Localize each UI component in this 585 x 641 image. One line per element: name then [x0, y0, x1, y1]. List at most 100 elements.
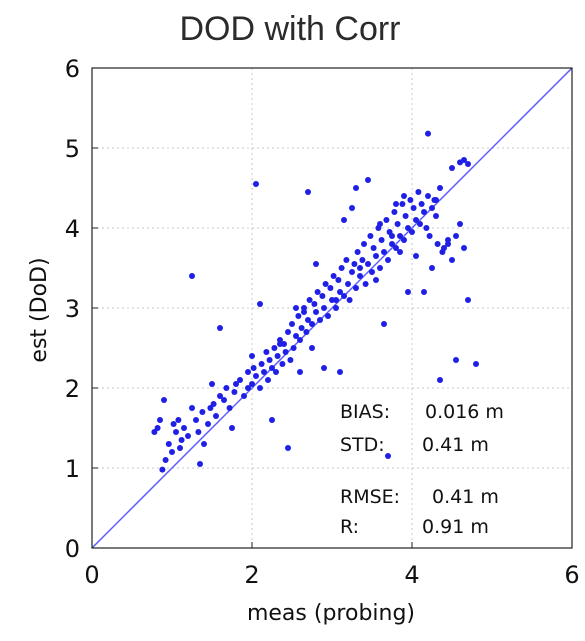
data-point	[231, 389, 238, 395]
data-point	[165, 441, 172, 447]
data-point	[181, 425, 187, 431]
data-point	[321, 365, 327, 371]
data-point	[381, 321, 387, 327]
data-point	[413, 253, 419, 259]
data-point	[426, 233, 433, 239]
data-point	[453, 233, 459, 239]
data-point	[429, 205, 435, 211]
stat-bias-value: 0.016 m	[425, 401, 504, 423]
data-point	[393, 201, 399, 207]
data-point	[433, 213, 439, 219]
data-point	[365, 177, 371, 183]
data-point	[397, 249, 403, 255]
y-tick-label: 3	[65, 295, 80, 323]
data-point	[309, 345, 315, 351]
data-point	[253, 373, 259, 379]
y-tick-label: 5	[65, 135, 80, 163]
data-point	[258, 361, 265, 367]
data-point	[265, 377, 271, 383]
data-point	[399, 201, 406, 207]
data-point	[241, 393, 247, 399]
data-point	[257, 301, 263, 307]
data-point	[185, 433, 191, 439]
data-point	[297, 337, 303, 343]
data-point	[289, 321, 295, 327]
data-point	[415, 189, 422, 195]
data-point	[201, 441, 207, 447]
data-point	[433, 197, 439, 203]
data-point	[257, 385, 263, 391]
data-point	[309, 321, 315, 327]
data-point	[434, 241, 441, 247]
data-point	[325, 313, 331, 319]
x-tick-label: 6	[564, 561, 579, 589]
data-point	[266, 357, 273, 363]
data-point	[441, 245, 447, 251]
data-point	[333, 297, 339, 303]
data-point	[249, 381, 255, 387]
data-point	[285, 445, 291, 451]
y-tick-label: 0	[65, 535, 80, 563]
data-point	[354, 249, 361, 255]
data-point	[417, 221, 423, 227]
data-point	[322, 281, 329, 287]
data-point	[269, 365, 275, 371]
stat-r-value: 0.91 m	[422, 516, 489, 538]
x-tick-label: 0	[84, 561, 99, 589]
data-point	[445, 241, 451, 247]
data-point	[285, 329, 291, 335]
data-point	[177, 445, 183, 451]
data-point	[333, 305, 339, 311]
data-point	[353, 185, 359, 191]
data-point	[229, 425, 235, 431]
stats-annotation: BIAS: 0.016 m STD: 0.41 m RMSE: 0.41 m R…	[340, 401, 504, 538]
data-point	[319, 293, 326, 299]
data-point	[453, 357, 459, 363]
data-point	[261, 369, 267, 375]
data-point	[195, 429, 202, 435]
data-point	[465, 297, 471, 303]
data-point	[314, 289, 321, 295]
data-point	[253, 181, 259, 187]
data-point	[330, 273, 337, 279]
data-points	[151, 130, 479, 473]
data-point	[413, 217, 419, 223]
data-point	[199, 409, 206, 415]
data-point	[279, 361, 286, 367]
data-point	[217, 393, 223, 399]
data-point	[237, 377, 243, 383]
data-point	[154, 425, 161, 431]
data-point	[159, 466, 166, 473]
data-point	[223, 385, 230, 391]
data-point	[250, 365, 257, 371]
data-point	[293, 333, 299, 339]
data-point	[349, 205, 355, 211]
data-point	[362, 281, 369, 287]
data-point	[377, 265, 383, 271]
data-point	[245, 385, 251, 391]
data-point	[457, 159, 463, 166]
data-point	[385, 453, 391, 459]
data-point	[357, 273, 363, 279]
data-point	[378, 237, 385, 243]
data-point	[226, 405, 233, 411]
data-point	[295, 313, 302, 319]
data-point	[337, 289, 343, 295]
data-point	[449, 257, 455, 263]
data-point	[465, 161, 471, 167]
data-point	[373, 277, 379, 283]
stat-bias-label: BIAS:	[340, 401, 390, 423]
x-axis-label: meas (probing)	[247, 601, 415, 626]
data-point	[301, 309, 307, 315]
data-point	[263, 349, 270, 355]
data-point	[421, 209, 427, 215]
chart-title: DOD with Corr	[179, 10, 400, 48]
data-point	[269, 417, 275, 423]
data-point	[273, 369, 279, 375]
data-point	[410, 205, 417, 211]
data-point	[425, 193, 431, 199]
data-point	[351, 261, 358, 267]
data-point	[306, 297, 313, 303]
data-point	[205, 421, 211, 427]
